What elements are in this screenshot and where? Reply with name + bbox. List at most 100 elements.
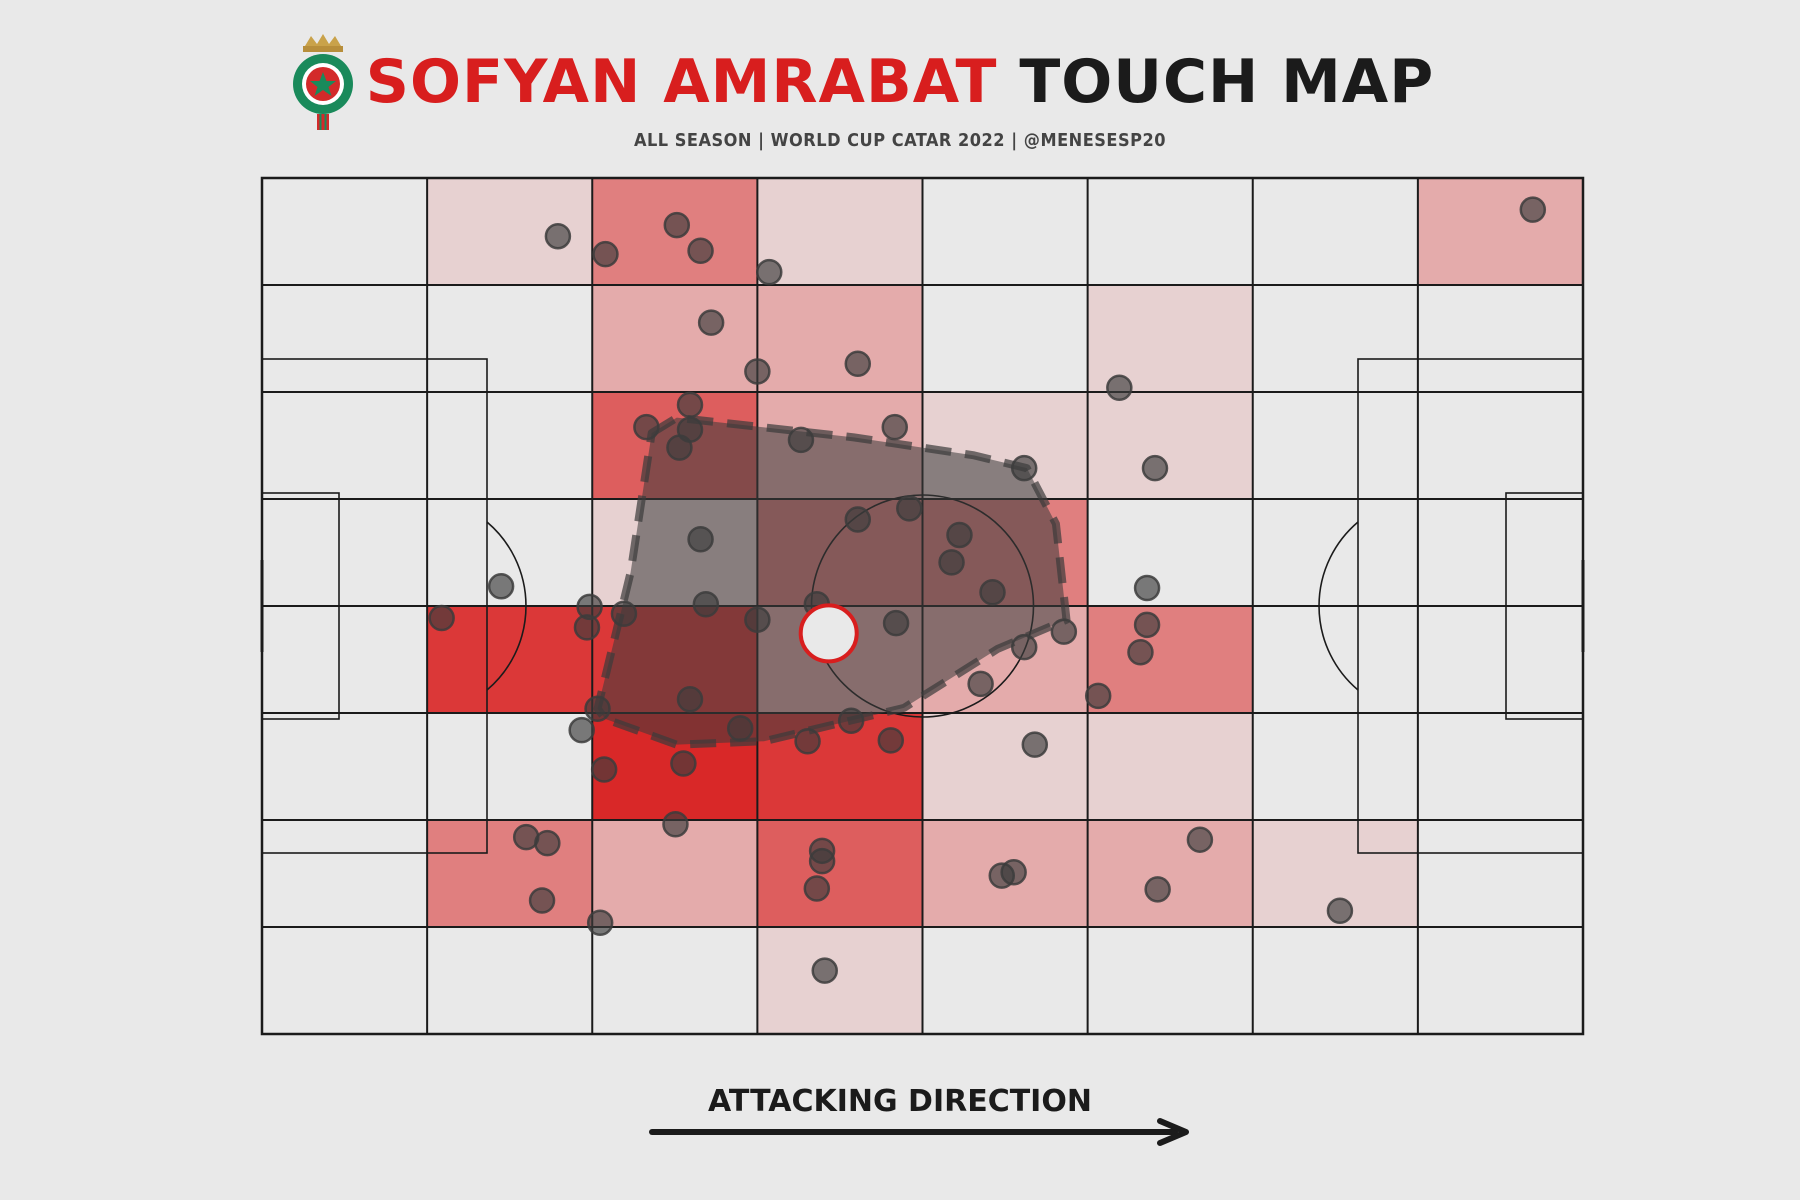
touch-point bbox=[1021, 731, 1049, 758]
heatmap-cell bbox=[1088, 178, 1253, 285]
heatmap-cell bbox=[592, 285, 758, 392]
touch-point bbox=[666, 434, 693, 461]
touch-point bbox=[877, 727, 905, 754]
right-penalty-arc bbox=[1318, 521, 1359, 691]
touch-point bbox=[1141, 454, 1169, 482]
touch-point bbox=[592, 240, 619, 268]
touch-point bbox=[794, 727, 821, 755]
touch-point bbox=[967, 670, 994, 698]
heatmap-cell bbox=[1253, 178, 1418, 285]
touch-point bbox=[881, 413, 909, 441]
heatmap-cell bbox=[427, 606, 593, 713]
touch-point bbox=[534, 829, 561, 857]
touch-point bbox=[663, 211, 691, 239]
heatmap-cell bbox=[1253, 285, 1418, 392]
heatmap-cell bbox=[757, 285, 923, 392]
touch-point bbox=[610, 600, 638, 627]
touch-point bbox=[590, 756, 618, 783]
heatmap-cell bbox=[757, 178, 923, 285]
morocco-federation-crest-icon bbox=[293, 34, 353, 130]
heatmap-cell bbox=[427, 713, 592, 820]
heatmap-cell bbox=[1253, 927, 1418, 1034]
touch-point bbox=[787, 426, 815, 454]
heatmap-cell bbox=[757, 820, 923, 927]
touch-point bbox=[756, 258, 783, 286]
touch-point bbox=[896, 495, 923, 522]
touch-point bbox=[428, 604, 455, 632]
heatmap-cell bbox=[1087, 820, 1253, 927]
touch-point bbox=[676, 391, 704, 419]
touch-point bbox=[662, 811, 689, 838]
heatmap-cell bbox=[1087, 392, 1253, 499]
heatmap-cell bbox=[1417, 178, 1583, 285]
heatmap-cell bbox=[592, 927, 757, 1034]
touch-point bbox=[803, 875, 831, 902]
heatmap-cell bbox=[262, 606, 427, 713]
heatmap-cell bbox=[262, 820, 427, 927]
heatmap-cell bbox=[1418, 606, 1583, 713]
left-penalty-arc bbox=[486, 521, 527, 691]
touch-point bbox=[544, 222, 572, 250]
touch-point bbox=[576, 593, 603, 621]
heatmap-cell bbox=[427, 927, 592, 1034]
touch-point bbox=[1133, 611, 1161, 639]
heatmap-cell bbox=[1418, 392, 1583, 499]
chart-subtitle: ALL SEASON | WORLD CUP CATAR 2022 | @MEN… bbox=[633, 130, 1167, 151]
heatmap-cell bbox=[427, 392, 592, 499]
touch-point bbox=[744, 358, 771, 385]
touch-point bbox=[1186, 826, 1214, 853]
touch-point bbox=[979, 579, 1006, 606]
touch-point bbox=[844, 506, 872, 533]
heatmap-cell bbox=[1418, 820, 1583, 927]
touch-point bbox=[670, 750, 697, 777]
touch-point bbox=[1326, 897, 1354, 924]
heatmap-cell bbox=[757, 927, 923, 1034]
touch-point bbox=[808, 847, 836, 875]
touch-point bbox=[811, 957, 838, 984]
heatmap-cell bbox=[262, 285, 427, 392]
heatmap-cell bbox=[1088, 927, 1253, 1034]
heatmap-cell bbox=[1088, 499, 1253, 606]
heatmap-cell bbox=[262, 713, 427, 820]
touch-point bbox=[1144, 876, 1171, 903]
heatmap-cell bbox=[1087, 606, 1253, 713]
heatmap-cell bbox=[923, 927, 1088, 1034]
touch-point bbox=[584, 695, 611, 722]
touch-point bbox=[528, 887, 556, 914]
touch-point bbox=[692, 591, 720, 618]
touch-point bbox=[844, 350, 872, 378]
touch-point bbox=[586, 909, 614, 936]
touch-point bbox=[837, 707, 865, 734]
touch-point bbox=[1050, 618, 1078, 645]
heatmap-cell bbox=[262, 178, 427, 285]
title-suffix: TOUCH MAP bbox=[1019, 47, 1435, 117]
touch-point bbox=[1010, 633, 1038, 661]
touch-point bbox=[1000, 858, 1027, 886]
touch-point bbox=[938, 549, 965, 576]
heatmap-cell bbox=[592, 820, 758, 927]
touch-point bbox=[1519, 196, 1547, 223]
touch-point bbox=[1127, 638, 1154, 666]
heatmap-cell bbox=[1253, 606, 1418, 713]
arrow-head-icon bbox=[1157, 1118, 1189, 1146]
heatmap-cell bbox=[262, 927, 427, 1034]
touch-point bbox=[882, 609, 910, 637]
heatmap-cell bbox=[922, 713, 1088, 820]
heatmap-cell bbox=[923, 285, 1088, 392]
title-player-name: SOFYAN AMRABAT bbox=[365, 47, 998, 117]
heatmap-cell bbox=[1087, 713, 1253, 820]
touch-point bbox=[697, 309, 725, 336]
heatmap-cell bbox=[262, 499, 427, 606]
touch-points bbox=[428, 196, 1547, 984]
heatmap-cell bbox=[427, 820, 593, 927]
heatmap-cell bbox=[262, 392, 427, 499]
touch-point bbox=[568, 716, 595, 744]
touch-point bbox=[1106, 374, 1133, 401]
heatmap-cell bbox=[1253, 499, 1418, 606]
heatmap-cell bbox=[427, 285, 592, 392]
pitch-outline bbox=[260, 176, 1585, 1036]
heatmap-cell bbox=[1418, 927, 1583, 1034]
touch-point bbox=[946, 521, 973, 549]
touch-point bbox=[726, 715, 754, 742]
